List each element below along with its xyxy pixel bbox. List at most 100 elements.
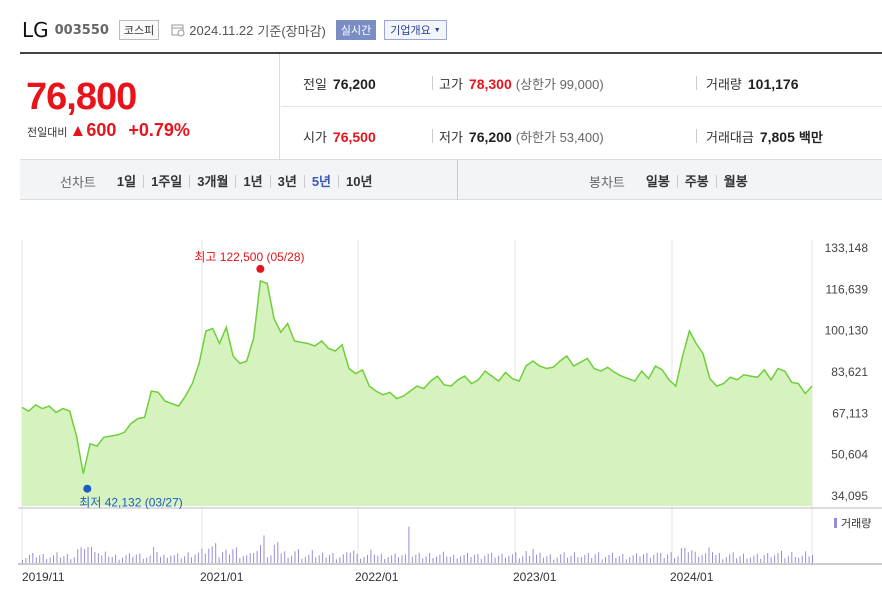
- volume-bar: [774, 555, 776, 563]
- volume-bar: [128, 553, 130, 563]
- volume-bar: [749, 557, 751, 563]
- volume-bar: [605, 557, 606, 563]
- volume-bar: [498, 555, 500, 563]
- volume-bar: [335, 559, 337, 563]
- period-3m[interactable]: 3개월: [189, 175, 235, 188]
- volume-bar: [746, 558, 748, 563]
- volume-bar: [318, 555, 320, 563]
- volume-bar: [787, 556, 789, 563]
- volume-bar: [584, 555, 586, 563]
- volume-bar: [656, 552, 658, 563]
- volume-bar: [570, 555, 572, 563]
- volume-bar: [694, 551, 696, 563]
- volume-bar: [342, 554, 344, 563]
- volume-bar: [501, 553, 503, 563]
- volume-bar: [436, 556, 437, 563]
- volume-bar: [484, 555, 486, 563]
- period-1d[interactable]: 1일: [116, 174, 137, 189]
- volume-bar: [449, 556, 451, 563]
- volume-bar: [594, 554, 596, 563]
- candle-chart-periods: 봉차트 일봉 주봉 월봉: [589, 172, 755, 191]
- volume-bar: [763, 555, 765, 563]
- change-percent: +0.79%: [128, 120, 190, 140]
- volume-bar: [22, 560, 23, 563]
- period-1w[interactable]: 1주일: [143, 175, 189, 188]
- volume-bar: [215, 543, 217, 563]
- volume-bar: [387, 557, 389, 563]
- high-annotation: 최고 122,500 (05/28): [194, 250, 304, 264]
- y-tick-label: 34,095: [831, 489, 868, 503]
- volume-bar: [705, 553, 707, 563]
- period-5y[interactable]: 5년: [303, 175, 338, 188]
- volume-bar: [97, 553, 99, 563]
- volume-bar: [805, 551, 807, 563]
- volume-bar: [253, 553, 255, 563]
- volume-bar: [691, 550, 693, 563]
- volume-bar: [353, 550, 355, 563]
- volume-bar: [636, 553, 638, 563]
- volume-bar: [287, 557, 289, 563]
- volume-bar: [166, 557, 168, 563]
- volume-bar: [473, 555, 475, 563]
- volume-bar: [446, 556, 448, 563]
- volume-bar: [56, 552, 58, 563]
- volume-bar: [367, 555, 368, 563]
- volume-bar: [722, 559, 724, 563]
- volume-bar: [770, 557, 772, 563]
- stat-prev-close: 전일 76,200: [303, 74, 376, 93]
- volume-bar: [718, 553, 720, 563]
- x-tick-label: 2021/01: [200, 570, 244, 584]
- volume-bar: [598, 552, 600, 563]
- stat-label: 전일: [303, 77, 327, 92]
- stat-open: 시가 76,500: [303, 127, 376, 146]
- volume-bar: [518, 558, 520, 563]
- volume-bar: [229, 554, 230, 563]
- volume-bar: [643, 554, 644, 563]
- realtime-button[interactable]: 실시간: [335, 20, 377, 40]
- candle-monthly[interactable]: 월봉: [715, 175, 755, 188]
- volume-bar: [301, 558, 303, 563]
- period-1y[interactable]: 1년: [235, 175, 269, 188]
- volume-bar: [808, 556, 810, 563]
- stat-high: 고가 78,300 (상한가 99,000): [439, 74, 604, 93]
- stat-value: 76,200: [468, 129, 512, 145]
- volume-bar: [73, 557, 75, 563]
- volume-bar: [77, 549, 79, 563]
- volume-bar: [574, 552, 575, 563]
- volume-bar: [611, 553, 613, 563]
- volume-bar: [115, 554, 117, 563]
- volume-bar: [146, 557, 148, 563]
- period-10y[interactable]: 10년: [338, 175, 379, 188]
- stat-label: 고가: [439, 77, 463, 92]
- volume-bar: [701, 555, 703, 563]
- volume-bar: [687, 552, 689, 563]
- volume-bar: [660, 553, 662, 563]
- y-tick-label: 100,130: [825, 324, 869, 338]
- volume-bar: [180, 558, 182, 563]
- volume-bar: [756, 553, 758, 563]
- volume-bar: [232, 549, 234, 563]
- company-overview-button[interactable]: 기업개요 ▼: [384, 20, 447, 40]
- volume-bar: [66, 554, 68, 563]
- volume-bar: [439, 554, 441, 563]
- volume-bar: [580, 557, 582, 563]
- volume-bar: [246, 555, 248, 563]
- candle-weekly[interactable]: 주봉: [676, 175, 716, 188]
- volume-bar: [135, 554, 137, 563]
- price-chart[interactable]: 133,148 116,639 100,130 83,621 67,113 50,604 3…: [0, 228, 882, 592]
- volume-bar: [332, 553, 334, 563]
- volume-bar: [522, 556, 524, 563]
- volume-bar: [59, 557, 61, 563]
- stat-trade-value: 거래대금 7,805 백만: [706, 127, 823, 146]
- volume-bar: [63, 556, 65, 563]
- x-tick-label: 2022/01: [355, 570, 399, 584]
- volume-bar: [411, 556, 413, 563]
- volume-bar: [753, 555, 755, 563]
- period-3y[interactable]: 3년: [269, 175, 304, 188]
- volume-bar: [218, 557, 220, 563]
- volume-bar: [160, 556, 161, 563]
- volume-bar: [325, 557, 327, 563]
- volume-bar: [536, 554, 537, 563]
- volume-bar: [760, 558, 762, 563]
- candle-daily[interactable]: 일봉: [645, 174, 670, 189]
